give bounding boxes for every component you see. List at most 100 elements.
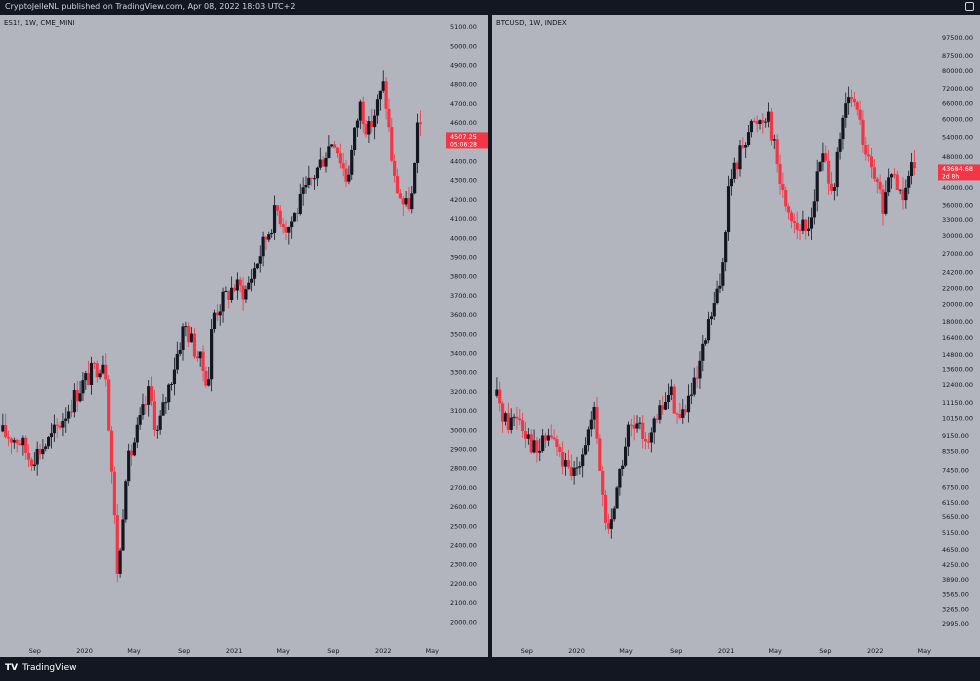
candle-body: [298, 193, 302, 214]
y-tick-label: 3600.00: [450, 311, 477, 319]
x-tick-label: 2021: [226, 647, 243, 655]
chart-pane-btc[interactable]: 2995.00 3265.00 3565.00 3890.00 4250.00 4650.…: [492, 15, 980, 657]
candle-body: [635, 423, 639, 429]
candle-body: [164, 402, 168, 404]
candle-body: [675, 413, 679, 415]
candle-body: [609, 519, 613, 529]
candle-body: [758, 120, 762, 124]
candle-body: [623, 446, 628, 466]
candle-body: [546, 435, 550, 441]
candle-body: [878, 181, 882, 190]
camera-icon[interactable]: [965, 2, 974, 11]
candle-body: [324, 157, 328, 167]
candle-body: [290, 221, 294, 228]
candle-body: [601, 470, 605, 495]
candle-body: [581, 454, 585, 467]
candle-body: [398, 193, 402, 199]
candle-body: [704, 340, 708, 344]
candle-body: [49, 433, 54, 438]
candle-body: [563, 460, 568, 467]
candle-body: [18, 443, 22, 446]
candle-body: [566, 460, 570, 467]
chart-pane-es[interactable]: 2000.00 2100.00 2200.00 2300.00 2400.00 2500.…: [0, 15, 488, 657]
candle-body: [715, 288, 719, 304]
candle-body: [64, 418, 68, 421]
candle-body: [867, 154, 871, 157]
y-tick-label: 2995.00: [942, 620, 969, 628]
candle-body: [132, 442, 137, 456]
candle-body: [350, 149, 354, 175]
candle-body: [498, 389, 502, 404]
candle-body: [672, 386, 676, 414]
x-tick-label: 2020: [568, 647, 585, 655]
y-tick-label: 4200.00: [450, 196, 477, 204]
candle-body: [52, 424, 56, 434]
candle-body: [144, 404, 148, 406]
candle-body: [884, 192, 888, 214]
candle-body: [827, 160, 831, 184]
candle-body: [275, 205, 280, 211]
candle-body: [401, 198, 405, 205]
candle-body: [61, 420, 65, 428]
candle-body: [824, 153, 828, 161]
last-price-countdown: 05:06:28: [450, 141, 477, 148]
candle-body: [872, 167, 876, 179]
candle-body: [210, 329, 214, 380]
y-tick-label: 6750.00: [942, 483, 969, 491]
candle-body: [695, 377, 699, 379]
candle-body: [735, 162, 739, 170]
candle-body: [312, 178, 317, 180]
y-tick-label: 87500.00: [942, 52, 973, 60]
candle-body: [26, 452, 31, 460]
candle-body: [575, 467, 579, 469]
candle-body: [621, 465, 625, 469]
candle-body: [252, 268, 257, 279]
candle-body: [718, 285, 722, 289]
candle-body: [501, 403, 505, 422]
y-tick-label: 36000.00: [942, 202, 973, 210]
candle-body: [543, 435, 548, 441]
candle-body: [861, 119, 865, 146]
candle-body: [512, 416, 516, 418]
candle-body: [35, 448, 39, 465]
candle-body: [198, 351, 202, 359]
candle-body: [101, 364, 105, 374]
candle-body: [632, 425, 636, 429]
candle-body: [909, 162, 914, 177]
tradingview-logo-icon: TV: [5, 663, 19, 673]
candle-body: [552, 437, 556, 440]
candle-body: [789, 212, 794, 222]
candle-body: [384, 81, 388, 109]
candle-body: [387, 108, 391, 128]
candle-body: [321, 159, 325, 167]
x-tick-label: May: [426, 647, 440, 655]
candle-body: [373, 115, 377, 128]
candle-body: [78, 393, 82, 402]
candle-body: [518, 418, 522, 421]
candle-body: [169, 384, 174, 386]
candle-body: [55, 424, 59, 426]
candle-body: [161, 402, 165, 416]
candle-body: [529, 434, 533, 453]
candle-body: [889, 174, 894, 178]
candle-body: [167, 384, 171, 403]
pane-divider[interactable]: [488, 15, 492, 657]
candle-body: [669, 386, 673, 395]
y-tick-label: 2300.00: [450, 561, 477, 569]
candle-body: [215, 312, 219, 316]
tradingview-logo[interactable]: TV TradingView: [5, 663, 77, 673]
y-tick-label: 16400.00: [942, 334, 973, 342]
candle-body: [578, 466, 582, 468]
candle-body: [629, 424, 633, 426]
x-tick-label: May: [768, 647, 782, 655]
candle-body: [232, 287, 237, 291]
y-tick-label: 48000.00: [942, 153, 973, 161]
candle-body: [572, 467, 576, 476]
candle-body: [158, 415, 162, 430]
candle-body: [104, 364, 108, 380]
candle-body: [809, 217, 814, 229]
candle-body: [649, 432, 653, 443]
x-tick-label: Sep: [178, 647, 190, 655]
candle-body: [250, 278, 254, 283]
candle-body: [895, 174, 899, 190]
